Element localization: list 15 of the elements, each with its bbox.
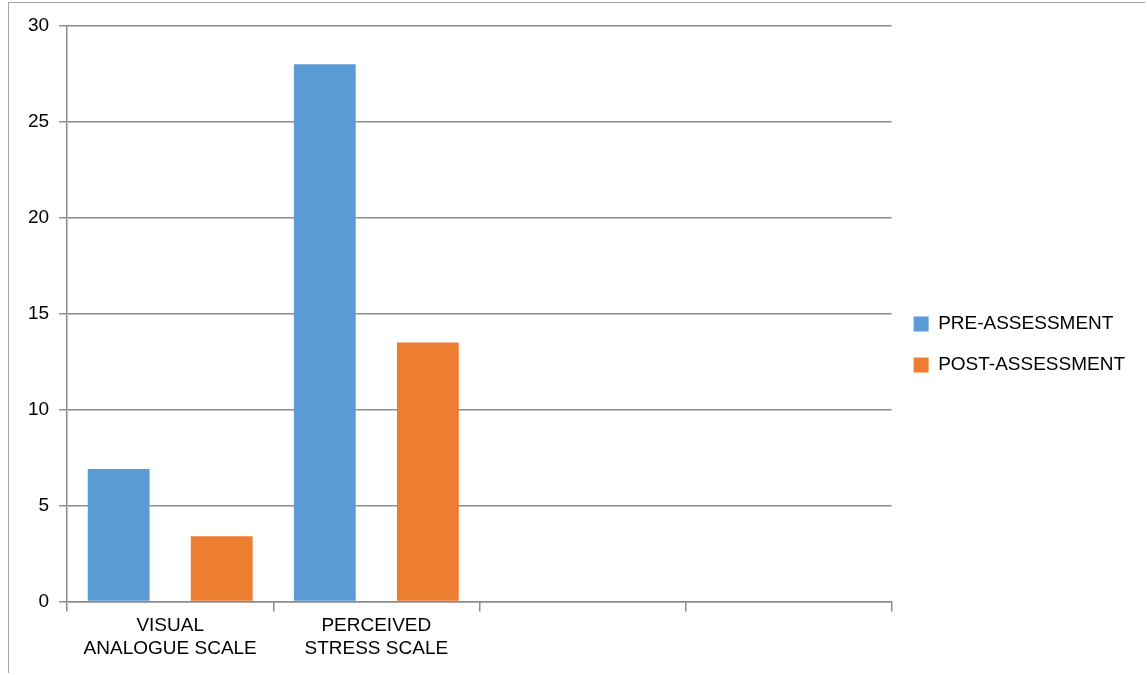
y-tick-label: 20	[27, 206, 50, 228]
y-tick-label: 25	[27, 110, 50, 132]
y-tick-label: 10	[27, 397, 50, 419]
y-tick-label: 15	[27, 301, 50, 323]
x-tick-label: VISUAL ANALOGUE SCALE	[83, 614, 257, 658]
x-tick-label: PERCEIVED STRESS SCALE	[304, 614, 449, 658]
bar	[190, 536, 253, 601]
bar	[396, 342, 459, 601]
legend-label: PRE-ASSESSMENT	[938, 312, 1114, 334]
y-tick-label: 0	[38, 589, 50, 611]
y-tick-label: 5	[38, 493, 50, 515]
legend-label: POST-ASSESSMENT	[938, 353, 1126, 375]
y-tick-label: 30	[27, 14, 50, 36]
bar	[87, 469, 150, 601]
bar	[293, 64, 356, 601]
